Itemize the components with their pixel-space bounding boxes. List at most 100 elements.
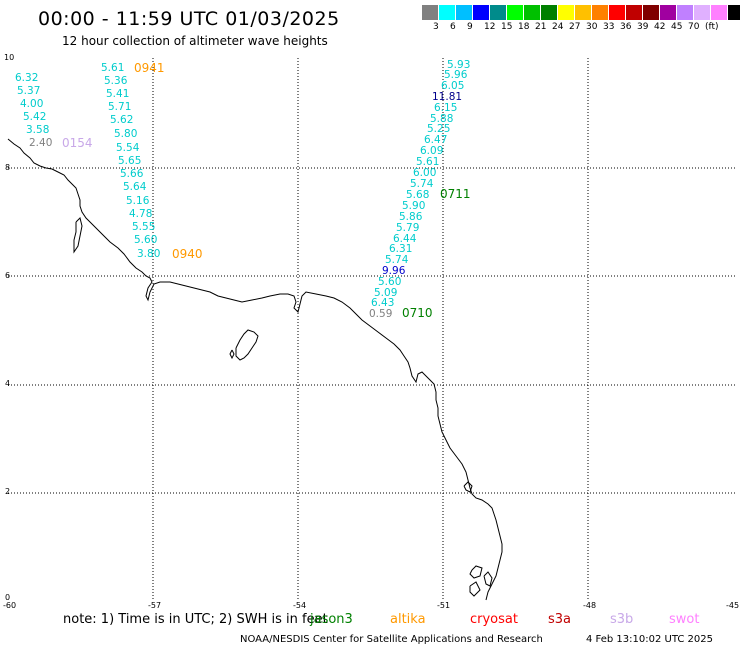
y-tick-label: 8 — [5, 163, 10, 172]
legend-swatch — [677, 5, 694, 20]
swh-value: 5.74 — [385, 254, 409, 266]
swh-value: 5.86 — [399, 211, 423, 223]
legend-swatch — [558, 5, 575, 20]
x-tick-label: -60 — [3, 601, 16, 610]
swh-value: 5.79 — [396, 222, 419, 234]
swh-value: 5.61 — [416, 156, 439, 168]
legend-swatch — [660, 5, 677, 20]
swh-value: 5.61 — [101, 62, 124, 74]
swh-value: 5.80 — [114, 128, 137, 140]
legend-label: 42 — [654, 22, 666, 32]
swh-value: 5.88 — [430, 113, 453, 125]
swh-value: 5.42 — [23, 111, 46, 123]
swh-value: 5.60 — [378, 276, 401, 288]
swh-value: 6.15 — [434, 102, 457, 114]
y-tick-label: 10 — [4, 53, 14, 62]
color-legend — [422, 5, 740, 20]
legend-label: 12 — [484, 22, 496, 32]
track-0154-values: 6.32 5.37 4.00 5.42 3.58 2.40 — [15, 72, 52, 149]
x-tick-label: -54 — [293, 601, 306, 610]
pass-label-0941: 0941 — [134, 61, 165, 75]
swh-value: 5.66 — [120, 168, 144, 180]
legend-label: 24 — [552, 22, 564, 32]
swh-value: 6.44 — [393, 233, 417, 245]
swh-value: 5.90 — [402, 200, 425, 212]
legend-label: 36 — [620, 22, 632, 32]
y-tick-label: 6 — [5, 271, 10, 280]
swh-value: 5.54 — [116, 142, 140, 154]
legend-swatch — [694, 5, 711, 20]
legend-label: 39 — [637, 22, 649, 32]
swh-value: 6.09 — [420, 145, 443, 157]
swh-value: 6.00 — [413, 167, 436, 179]
legend-unit: (ft) — [705, 22, 719, 32]
legend-swatch — [422, 5, 439, 20]
swh-value: 6.31 — [389, 243, 412, 255]
swh-value: 5.93 — [447, 59, 470, 71]
swh-value: 0.59 — [369, 308, 392, 320]
note-text: note: 1) Time is in UTC; 2) SWH is in fe… — [63, 612, 328, 627]
swh-value: 2.40 — [29, 137, 52, 149]
legend-swatch — [728, 5, 740, 20]
legend-label: 6 — [450, 22, 456, 32]
x-tick-label: -51 — [437, 601, 450, 610]
swh-value: 5.36 — [104, 75, 128, 87]
swh-value: 9.96 — [382, 265, 406, 277]
satellite-jason3: jason3 — [310, 612, 353, 627]
swh-value: 5.41 — [106, 88, 129, 100]
legend-label: 70 — [688, 22, 700, 32]
track-0711-values: 5.93 5.96 6.05 11.81 6.15 5.88 5.25 6.47… — [369, 59, 470, 320]
page-title: 00:00 - 11:59 UTC 01/03/2025 — [38, 8, 340, 30]
legend-swatch — [575, 5, 592, 20]
swh-value: 5.37 — [17, 85, 40, 97]
swh-value: 5.16 — [126, 195, 150, 207]
satellite-s3a: s3a — [548, 612, 572, 627]
swh-value: 5.64 — [123, 181, 147, 193]
x-tick-label: -57 — [148, 601, 161, 610]
swh-value: 4.00 — [20, 98, 43, 110]
legend-swatch — [609, 5, 626, 20]
legend-swatch — [507, 5, 524, 20]
legend-swatch — [541, 5, 558, 20]
legend-label: 9 — [467, 22, 473, 32]
swh-value: 5.65 — [118, 155, 141, 167]
credit-footer: NOAA/NESDIS Center for Satellite Applica… — [240, 634, 543, 645]
pass-label-0711: 0711 — [440, 187, 471, 201]
legend-labels: 3 6 9 12 15 18 21 24 27 30 33 36 39 42 4… — [422, 22, 740, 34]
swh-value: 11.81 — [432, 91, 462, 103]
legend-label: 30 — [586, 22, 598, 32]
track-0941-values: 5.61 5.36 5.41 5.71 5.62 5.80 5.54 5.65 … — [101, 62, 160, 260]
swh-value: 6.47 — [424, 134, 447, 146]
pass-label-0940: 0940 — [172, 247, 203, 261]
swh-value: 6.32 — [15, 72, 38, 84]
swh-value: 5.55 — [132, 221, 155, 233]
swh-value: 5.74 — [410, 178, 434, 190]
legend-label: 27 — [569, 22, 581, 32]
legend-label: 21 — [535, 22, 547, 32]
swh-value: 5.60 — [134, 234, 157, 246]
map-gridlines — [8, 58, 735, 600]
x-tick-label: -48 — [583, 601, 596, 610]
legend-swatch — [711, 5, 728, 20]
swh-value: 4.78 — [129, 208, 152, 220]
swh-value: 3.80 — [137, 248, 160, 260]
swh-value: 5.71 — [108, 101, 131, 113]
legend-swatch — [592, 5, 609, 20]
legend-swatch — [473, 5, 490, 20]
page-subtitle: 12 hour collection of altimeter wave hei… — [62, 34, 328, 48]
legend-swatch — [524, 5, 541, 20]
swh-value: 5.96 — [444, 69, 468, 81]
y-tick-label: 4 — [5, 379, 10, 388]
swh-value: 6.43 — [371, 297, 394, 309]
swh-value: 3.58 — [26, 124, 49, 136]
legend-label: 45 — [671, 22, 683, 32]
swh-value: 6.05 — [441, 80, 464, 92]
generation-timestamp: 4 Feb 13:10:02 UTC 2025 — [586, 634, 713, 645]
y-tick-label: 2 — [5, 487, 10, 496]
satellite-altika: altika — [390, 612, 426, 627]
legend-label: 3 — [433, 22, 439, 32]
legend-swatch — [626, 5, 643, 20]
legend-swatch — [456, 5, 473, 20]
swh-value: 5.62 — [110, 114, 133, 126]
coastline — [7, 138, 503, 601]
